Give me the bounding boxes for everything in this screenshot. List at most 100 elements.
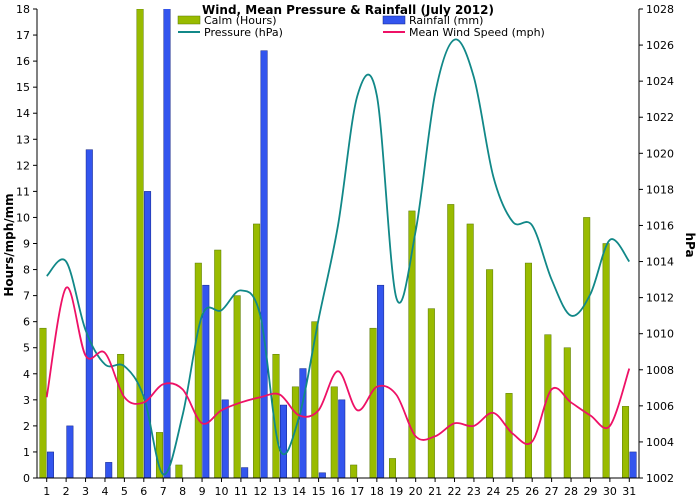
y-right-tick-label-1022: 1022	[646, 111, 674, 124]
bar-calm-day-8	[175, 464, 183, 478]
bar-rainfall-day-7	[163, 9, 171, 478]
legend-label-calm: Calm (Hours)	[204, 14, 277, 27]
bar-calm-day-29	[583, 217, 591, 478]
y-axis-left-label: Hours/mph/mm	[2, 193, 16, 296]
bar-calm-day-24	[486, 269, 494, 478]
line-pressure	[46, 38, 631, 476]
bar-calm-day-10	[214, 249, 222, 478]
bar-rainfall-day-16	[338, 399, 346, 478]
bar-calm-day-15	[311, 321, 319, 478]
y-left-tick-label-0: 0	[23, 472, 30, 485]
y-left-tick-label-6: 6	[23, 316, 30, 329]
y-right-tick-label-1012: 1012	[646, 292, 674, 305]
bar-calm-day-20	[408, 210, 416, 478]
y-left-tick-label-2: 2	[23, 420, 30, 433]
y-right-tick-label-1020: 1020	[646, 147, 674, 160]
x-tick-label-4: 4	[101, 485, 108, 498]
y-left-tick-label-17: 17	[16, 29, 30, 42]
x-tick-label-25: 25	[506, 485, 520, 498]
x-tick-label-21: 21	[428, 485, 442, 498]
y-left-tick-label-5: 5	[23, 342, 30, 355]
bar-calm-day-25	[505, 393, 513, 478]
legend-label-wind: Mean Wind Speed (mph)	[409, 26, 545, 39]
y-right-tick-label-1002: 1002	[646, 472, 674, 485]
x-tick-label-3: 3	[82, 485, 89, 498]
bar-calm-day-1	[39, 327, 47, 478]
y-left-tick-label-13: 13	[16, 133, 30, 146]
y-right-tick-label-1014: 1014	[646, 256, 674, 269]
chart-title: Wind, Mean Pressure & Rainfall (July 201…	[202, 3, 494, 17]
x-tick-label-10: 10	[214, 485, 228, 498]
bar-calm-day-11	[233, 295, 241, 478]
y-right-tick-label-1010: 1010	[646, 328, 674, 341]
y-right-tick-label-1008: 1008	[646, 364, 674, 377]
legend-label-pressure: Pressure (hPa)	[204, 26, 283, 39]
bar-calm-day-19	[389, 458, 397, 478]
bar-rainfall-day-10	[221, 399, 229, 478]
x-tick-label-1: 1	[43, 485, 50, 498]
y-left-tick-label-10: 10	[16, 211, 30, 224]
bar-rainfall-day-12	[260, 50, 268, 478]
y-left-tick-label-14: 14	[16, 107, 30, 120]
x-tick-label-28: 28	[564, 485, 578, 498]
x-tick-label-30: 30	[603, 485, 617, 498]
x-tick-label-8: 8	[179, 485, 186, 498]
bar-rainfall-day-1	[46, 451, 54, 478]
bar-rainfall-day-6	[144, 191, 152, 478]
line-mean-wind-speed	[45, 286, 631, 445]
y-left-tick-label-8: 8	[23, 264, 30, 277]
bar-calm-day-6	[136, 9, 144, 478]
bar-rainfall-day-4	[105, 462, 113, 478]
bar-calm-day-22	[447, 204, 455, 478]
x-tick-label-17: 17	[350, 485, 364, 498]
x-tick-label-24: 24	[486, 485, 500, 498]
bar-calm-day-31	[622, 406, 630, 478]
y-left-tick-label-18: 18	[16, 3, 30, 16]
y-left-tick-label-15: 15	[16, 81, 30, 94]
bar-calm-day-30	[602, 243, 610, 478]
bar-rainfall-day-13	[279, 404, 287, 478]
legend: Calm (Hours) Rainfall (mm) Pressure (hPa…	[177, 14, 545, 39]
x-tick-label-2: 2	[63, 485, 70, 498]
y-left-tick-label-11: 11	[16, 185, 30, 198]
x-tick-label-9: 9	[199, 485, 206, 498]
y-right-tick-label-1018: 1018	[646, 183, 674, 196]
x-tick-label-5: 5	[121, 485, 128, 498]
x-tick-label-6: 6	[140, 485, 147, 498]
bar-calm-day-5	[117, 353, 125, 478]
bar-calm-day-16	[330, 386, 338, 478]
y-right-tick-label-1028: 1028	[646, 3, 674, 16]
bar-calm-day-27	[544, 334, 552, 478]
plot-area: 0123456789101112131415161718100210041006…	[16, 3, 674, 498]
bar-calm-day-9	[194, 262, 202, 478]
y-left-tick-label-12: 12	[16, 159, 30, 172]
x-tick-label-13: 13	[273, 485, 287, 498]
x-tick-label-16: 16	[331, 485, 345, 498]
bar-rainfall-day-2	[66, 425, 74, 478]
y-right-tick-label-1024: 1024	[646, 75, 674, 88]
x-tick-label-27: 27	[545, 485, 559, 498]
y-axis-right-label: hPa	[683, 232, 696, 257]
x-tick-label-29: 29	[583, 485, 597, 498]
x-tick-label-22: 22	[448, 485, 462, 498]
x-tick-label-15: 15	[312, 485, 326, 498]
bar-rainfall-day-9	[202, 284, 210, 478]
y-left-tick-label-7: 7	[23, 290, 30, 303]
bar-calm-day-21	[427, 308, 435, 478]
bar-calm-day-18	[369, 327, 377, 478]
x-tick-label-11: 11	[234, 485, 248, 498]
y-left-tick-label-4: 4	[23, 368, 30, 381]
bar-calm-day-12	[253, 223, 261, 478]
x-tick-label-12: 12	[253, 485, 267, 498]
y-right-tick-label-1016: 1016	[646, 219, 674, 232]
bar-rainfall-day-18	[377, 284, 385, 478]
bar-calm-day-17	[350, 464, 358, 478]
y-right-tick-label-1004: 1004	[646, 436, 674, 449]
legend-swatch-rainfall	[382, 15, 406, 25]
x-tick-label-14: 14	[292, 485, 306, 498]
x-tick-label-31: 31	[622, 485, 636, 498]
bar-calm-day-23	[466, 223, 474, 478]
bar-calm-day-26	[524, 262, 532, 478]
